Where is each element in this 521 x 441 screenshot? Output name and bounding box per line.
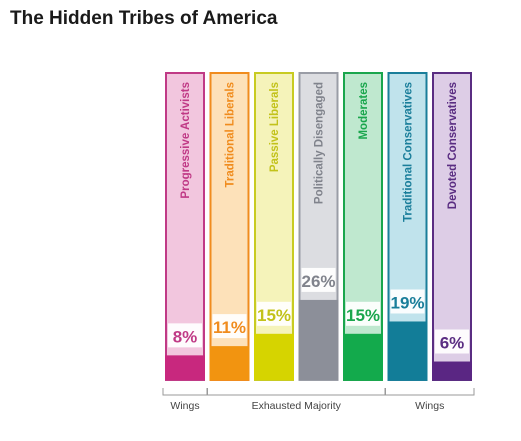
- value-label-bg-progressive-activists: [168, 323, 202, 348]
- tribe-label-traditional-liberals: Traditional Liberals: [225, 82, 237, 187]
- bar-passive-liberals: [254, 333, 294, 380]
- tribe-label-passive-liberals: Passive Liberals: [269, 82, 281, 172]
- group-bracket-1: [207, 388, 386, 396]
- group-bracket-0: [162, 388, 208, 396]
- tribe-label-devoted-conservatives: Devoted Conservatives: [447, 82, 459, 209]
- bar-traditional-liberals: [209, 346, 250, 380]
- tribe-label-politically-disengaged: Politically Disengaged: [314, 82, 326, 204]
- tribe-label-moderates: Moderates: [358, 82, 370, 140]
- value-label-progressive-activists: 8%: [173, 327, 198, 346]
- bar-devoted-conservatives: [432, 361, 472, 380]
- value-label-bg-passive-liberals: [257, 301, 291, 326]
- group-label-0: Wings: [170, 400, 199, 412]
- value-label-passive-liberals: 15%: [257, 306, 291, 325]
- value-label-bg-moderates: [346, 301, 380, 326]
- value-label-bg-traditional-liberals: [212, 314, 247, 339]
- bar-progressive-activists: [165, 355, 205, 380]
- tribe-label-traditional-conservatives: Traditional Conservatives: [403, 82, 415, 222]
- chart-title: The Hidden Tribes of America: [10, 8, 278, 29]
- value-label-bg-devoted-conservatives: [435, 329, 469, 354]
- value-label-bg-politically-disengaged: [301, 267, 336, 292]
- group-bracket-2: [385, 388, 475, 396]
- tribe-label-progressive-activists: Progressive Activists: [180, 82, 192, 199]
- value-label-bg-traditional-conservatives: [390, 289, 425, 314]
- group-label-1: Exhausted Majority: [252, 400, 342, 412]
- group-label-2: Wings: [415, 400, 444, 412]
- bar-traditional-conservatives: [387, 321, 428, 380]
- value-label-moderates: 15%: [346, 306, 380, 325]
- bar-moderates: [343, 333, 383, 380]
- bar-column-devoted-conservatives: [432, 72, 472, 381]
- value-label-traditional-conservatives: 19%: [390, 293, 424, 312]
- bar-column-moderates: [343, 72, 383, 381]
- bar-politically-disengaged: [298, 299, 339, 380]
- value-label-devoted-conservatives: 6%: [440, 334, 465, 353]
- value-label-traditional-liberals: 11%: [213, 318, 246, 337]
- bar-column-passive-liberals: [254, 72, 294, 381]
- value-label-politically-disengaged: 26%: [301, 272, 335, 291]
